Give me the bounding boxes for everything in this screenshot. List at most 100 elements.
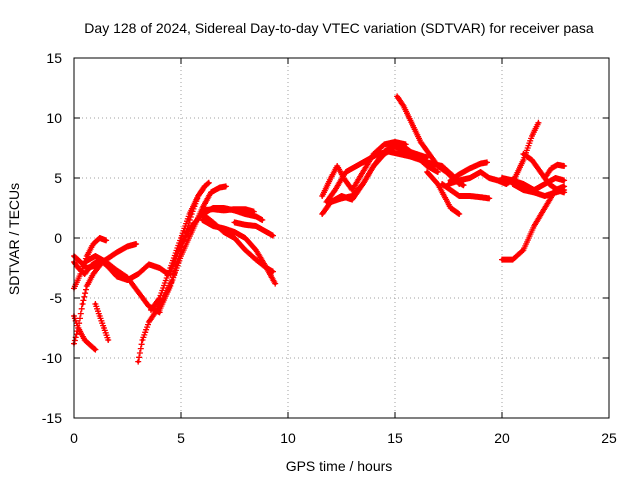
data-point	[479, 170, 483, 174]
data-point	[265, 266, 269, 270]
data-point	[365, 158, 369, 162]
data-point	[320, 194, 324, 198]
data-point	[372, 164, 376, 168]
data-point	[500, 176, 504, 180]
data-point	[521, 152, 526, 156]
data-point	[98, 264, 102, 268]
data-point	[115, 250, 119, 254]
y-tick-label: -15	[42, 410, 62, 426]
data-point	[436, 164, 440, 168]
series-d6	[509, 181, 568, 199]
data-point	[350, 198, 354, 202]
data-point	[485, 160, 489, 164]
data-point	[254, 224, 258, 228]
data-point	[521, 158, 526, 162]
data-point	[382, 150, 386, 154]
data-point	[83, 272, 87, 276]
x-tick-label: 10	[280, 430, 296, 446]
data-point	[93, 348, 97, 352]
data-point	[89, 264, 93, 268]
data-point	[436, 182, 440, 186]
data-point	[140, 338, 145, 342]
data-point	[468, 166, 472, 170]
data-point	[425, 164, 429, 168]
data-point	[446, 182, 451, 186]
data-point	[153, 310, 157, 314]
data-point	[543, 206, 547, 210]
data-point	[449, 206, 453, 210]
data-point	[382, 142, 386, 146]
data-point	[149, 308, 153, 312]
data-point	[104, 238, 108, 242]
data-point	[414, 154, 418, 158]
data-point	[243, 223, 247, 227]
data-point	[344, 170, 348, 174]
data-point	[168, 284, 172, 288]
data-point	[350, 188, 354, 192]
data-point	[504, 182, 508, 186]
data-point	[102, 326, 106, 330]
data-point	[232, 207, 237, 211]
data-point	[425, 170, 429, 174]
data-point	[125, 244, 130, 248]
data-point	[562, 178, 566, 182]
data-point	[444, 170, 448, 174]
data-point	[329, 200, 333, 204]
plot-frame	[73, 57, 610, 419]
data-point	[532, 224, 536, 228]
data-point	[457, 172, 461, 176]
data-point	[553, 176, 558, 180]
data-point	[222, 226, 226, 230]
data-point	[410, 122, 414, 126]
data-point	[147, 304, 151, 308]
data-point	[543, 194, 547, 198]
data-point	[408, 154, 412, 158]
series-b5	[199, 206, 257, 215]
y-tick-label: 0	[54, 230, 62, 246]
series-a4	[71, 313, 99, 353]
data-point	[232, 220, 237, 224]
series-b3	[156, 187, 206, 313]
data-point	[254, 248, 258, 252]
data-point	[532, 190, 536, 194]
data-point	[232, 236, 237, 240]
series-c4	[327, 141, 441, 205]
data-point	[457, 178, 461, 182]
data-point	[496, 178, 500, 182]
data-point	[427, 152, 431, 156]
data-point	[271, 234, 275, 238]
data-point	[104, 260, 108, 264]
data-point	[324, 200, 329, 204]
data-point	[98, 236, 102, 240]
data-point	[521, 188, 526, 192]
data-point	[179, 242, 183, 246]
y-tick-label: 10	[46, 110, 62, 126]
data-point	[536, 121, 541, 125]
data-point	[468, 194, 472, 198]
data-point	[136, 272, 140, 276]
x-tick-label: 25	[601, 430, 617, 446]
data-point	[83, 260, 87, 264]
data-point	[232, 230, 237, 234]
data-point	[273, 282, 277, 286]
data-point	[93, 302, 97, 306]
data-point	[76, 266, 80, 270]
chart-title: Day 128 of 2024, Sidereal Day-to-day VTE…	[84, 20, 594, 36]
y-tick-label: 5	[54, 170, 62, 186]
data-point	[436, 170, 440, 174]
data-point	[556, 163, 560, 167]
data-point	[196, 194, 200, 198]
data-point	[190, 224, 194, 228]
data-point	[549, 166, 553, 170]
data-point	[89, 344, 93, 348]
data-point	[449, 188, 453, 192]
data-point	[538, 170, 543, 174]
data-point	[207, 181, 211, 185]
data-point	[136, 360, 140, 364]
data-point	[511, 178, 515, 182]
data-point	[200, 188, 204, 192]
data-point	[547, 182, 551, 186]
data-point	[252, 210, 256, 214]
data-point	[361, 182, 365, 186]
data-point	[224, 184, 228, 188]
